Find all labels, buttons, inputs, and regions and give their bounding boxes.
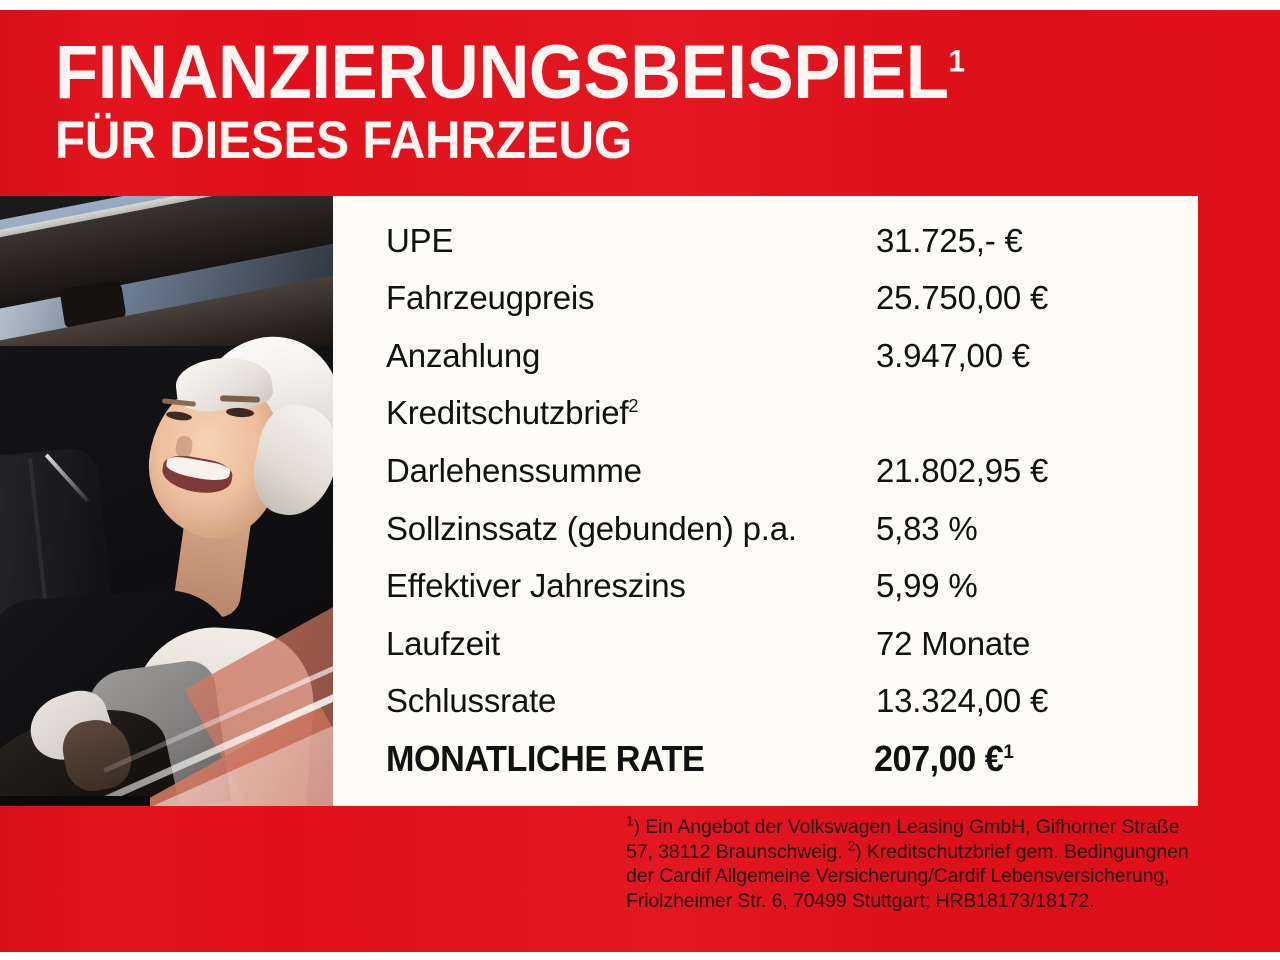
table-row: Laufzeit 72 Monate bbox=[333, 615, 1198, 672]
table-row-value: 3.947,00 € bbox=[876, 336, 1030, 374]
headline-line-2: FÜR DIESES FAHRZEUG bbox=[55, 111, 633, 170]
table-row-value: 25.750,00 € bbox=[876, 279, 1049, 317]
headline-line-1-text: FINANZIERUNGSBEISPIEL bbox=[55, 30, 949, 115]
table-row-label: Darlehenssumme bbox=[386, 451, 642, 489]
table-row: Sollzinssatz (gebunden) p.a. 5,83 % bbox=[333, 500, 1198, 557]
table-row: Kreditschutzbrief2 bbox=[333, 385, 1198, 442]
table-row: Anzahlung 3.947,00 € bbox=[333, 327, 1198, 384]
financing-table: UPE 31.725,- € Fahrzeugpreis 25.750,00 € Anz… bbox=[333, 196, 1198, 806]
table-row-value: 21.802,95 € bbox=[876, 451, 1049, 489]
footnote-marker-2: 2 bbox=[847, 838, 856, 853]
table-row: MONATLICHE RATE 207,00 €1 bbox=[333, 730, 1198, 787]
table-row-label: Schlussrate bbox=[386, 682, 557, 720]
vehicle-photo bbox=[0, 196, 333, 806]
headline-line-1: FINANZIERUNGSBEISPIEL1 bbox=[55, 35, 965, 111]
headline-footnote-marker: 1 bbox=[948, 42, 965, 79]
financing-panel: UPE 31.725,- € Fahrzeugpreis 25.750,00 € Anz… bbox=[333, 196, 1198, 806]
table-row: Effektiver Jahreszins 5,99 % bbox=[333, 558, 1198, 615]
table-row: Darlehenssumme 21.802,95 € bbox=[333, 442, 1198, 499]
table-row-label-footnote-marker: 2 bbox=[628, 396, 639, 417]
table-row-value: 5,83 % bbox=[876, 509, 978, 547]
table-row-value: 31.725,- € bbox=[876, 221, 1023, 259]
footnote-text-2: ) Kreditschutzbrief gem. Bedingungnen de… bbox=[626, 840, 1189, 912]
table-row-value: 13.324,00 € bbox=[876, 682, 1049, 720]
table-row-label: UPE bbox=[386, 221, 454, 259]
table-row-label: Kreditschutzbrief2 bbox=[386, 394, 639, 432]
table-row-value: 72 Monate bbox=[876, 624, 1031, 662]
footnote-text-1: ) Ein Angebot der Volkswagen Leasing Gmb… bbox=[626, 816, 1180, 863]
table-row-value: 207,00 €1 bbox=[874, 737, 1014, 779]
headline-block: FINANZIERUNGSBEISPIEL1 FÜR DIESES FAHRZE… bbox=[55, 35, 1033, 170]
table-row: UPE 31.725,- € bbox=[333, 212, 1198, 269]
footnote-block: 1) Ein Angebot der Volkswagen Leasing Gm… bbox=[626, 813, 1206, 913]
table-row-label: Anzahlung bbox=[386, 336, 541, 374]
footnote-marker-1: 1 bbox=[626, 813, 634, 829]
table-row-label: Fahrzeugpreis bbox=[386, 279, 595, 317]
photo-dark-corner bbox=[0, 796, 150, 806]
table-row-value: 5,99 % bbox=[876, 567, 978, 605]
table-row-label: MONATLICHE RATE bbox=[386, 737, 705, 779]
table-row-label: Sollzinssatz (gebunden) p.a. bbox=[386, 509, 797, 547]
table-row: Schlussrate 13.324,00 € bbox=[333, 673, 1198, 730]
table-row: Fahrzeugpreis 25.750,00 € bbox=[333, 270, 1198, 327]
table-row-value-footnote-marker: 1 bbox=[1003, 740, 1014, 763]
table-row-label: Effektiver Jahreszins bbox=[386, 567, 686, 605]
table-row-label: Laufzeit bbox=[386, 624, 500, 662]
